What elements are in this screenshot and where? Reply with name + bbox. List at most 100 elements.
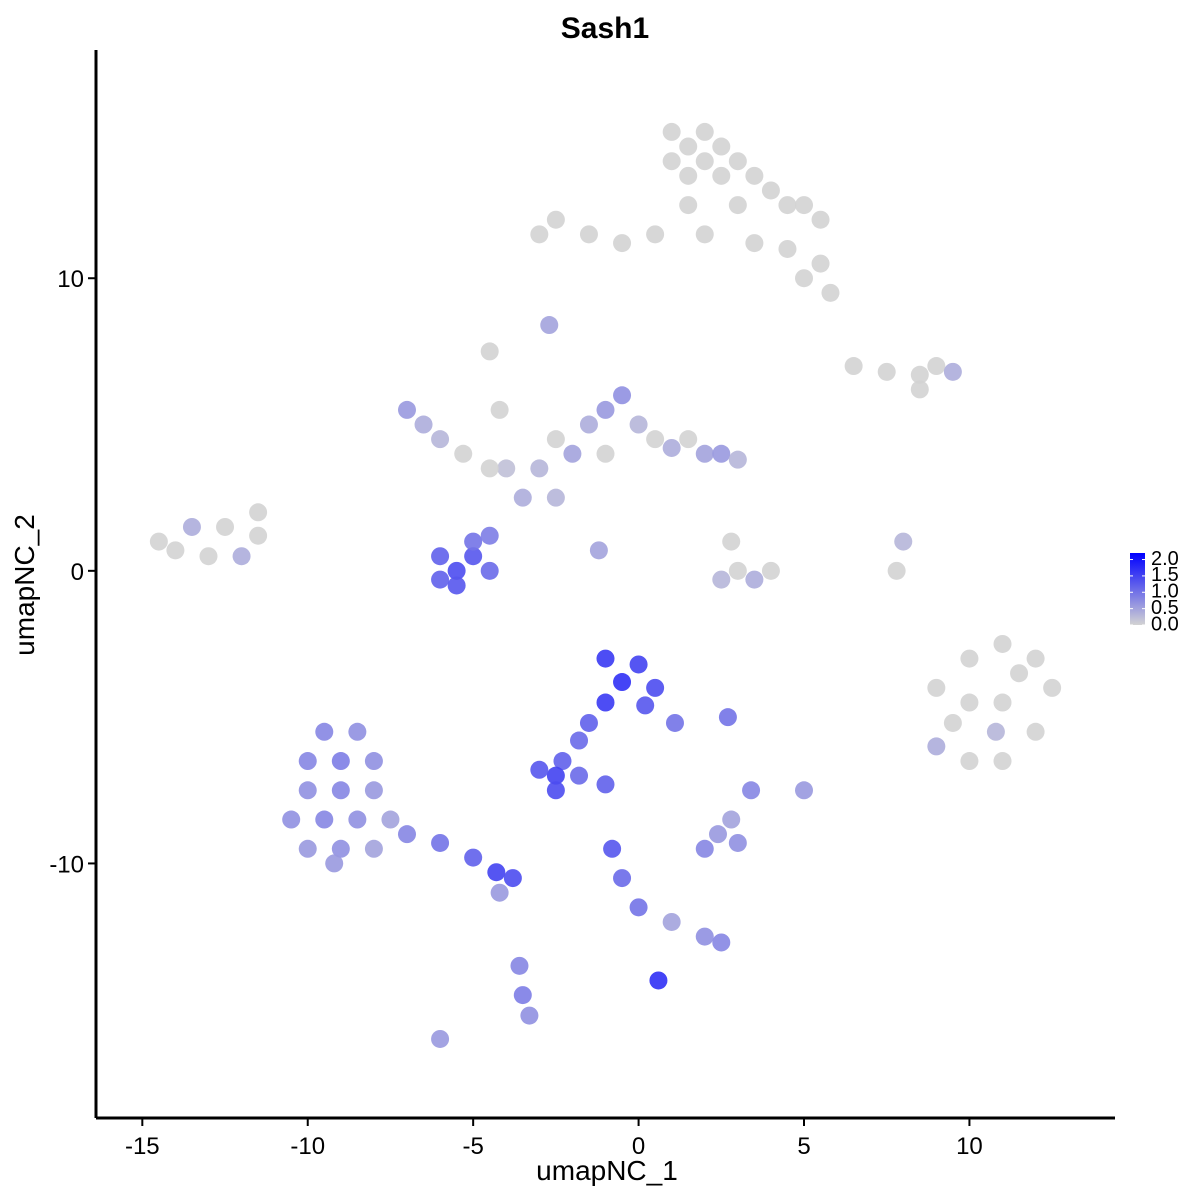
cell-point — [613, 386, 632, 405]
cell-point — [728, 561, 747, 580]
cell-point — [364, 839, 383, 858]
cell-point — [993, 634, 1012, 653]
cell-point — [649, 971, 668, 990]
cell-point — [553, 752, 572, 771]
cell-point — [579, 415, 598, 434]
cell-point — [629, 655, 648, 674]
cell-point — [596, 444, 615, 463]
cell-point — [397, 825, 416, 844]
cell-point — [695, 927, 714, 946]
cell-point — [695, 444, 714, 463]
cell-point — [431, 1029, 450, 1048]
chart-title: Sash1 — [561, 12, 649, 45]
cell-point — [679, 196, 698, 215]
cell-point — [708, 825, 727, 844]
cell-point — [199, 547, 218, 566]
cell-point — [166, 541, 185, 560]
cell-point — [480, 459, 499, 478]
cell-point — [718, 708, 737, 727]
cell-point — [520, 1006, 539, 1025]
cell-point — [431, 833, 450, 852]
cell-point — [563, 444, 582, 463]
cell-point — [695, 839, 714, 858]
cell-point — [960, 693, 979, 712]
colorbar — [1130, 553, 1145, 625]
cell-point — [249, 526, 268, 545]
cell-point — [298, 839, 317, 858]
cell-point — [513, 986, 532, 1005]
cell-point — [513, 488, 532, 507]
cell-point — [662, 438, 681, 457]
cell-point — [629, 415, 648, 434]
y-axis-title: umapNC_2 — [9, 514, 40, 656]
cell-point — [232, 547, 251, 566]
cell-point — [530, 225, 549, 244]
x-tick-label: -5 — [462, 1133, 483, 1160]
cell-point — [910, 365, 929, 384]
cell-point — [960, 649, 979, 668]
cell-point — [795, 196, 814, 215]
x-tick-label: 5 — [797, 1133, 810, 1160]
cell-point — [679, 137, 698, 156]
cell-point — [364, 781, 383, 800]
cell-point — [464, 547, 483, 566]
cell-point — [613, 234, 632, 253]
cell-point — [712, 933, 731, 952]
cell-point — [695, 152, 714, 171]
cell-point — [447, 561, 466, 580]
cell-point — [927, 678, 946, 697]
cell-point — [993, 693, 1012, 712]
cell-point — [960, 752, 979, 771]
x-axis-title: umapNC_1 — [536, 1155, 678, 1186]
cell-point — [596, 775, 615, 794]
cell-point — [728, 450, 747, 469]
cell-point — [149, 532, 168, 551]
cell-point — [596, 693, 615, 712]
cell-point — [480, 342, 499, 361]
cell-point — [530, 760, 549, 779]
cell-point — [579, 225, 598, 244]
cell-point — [728, 152, 747, 171]
cell-point — [331, 839, 350, 858]
cell-point — [298, 781, 317, 800]
cell-point — [497, 459, 516, 478]
cell-point — [662, 122, 681, 141]
cell-point — [182, 517, 201, 536]
cell-point — [331, 781, 350, 800]
cell-point — [431, 570, 450, 589]
cell-point — [540, 316, 559, 335]
cell-point — [480, 526, 499, 545]
cell-point — [646, 430, 665, 449]
cell-point — [695, 122, 714, 141]
cell-point — [1043, 678, 1062, 697]
cell-point — [282, 810, 301, 829]
cell-point — [570, 766, 589, 785]
cell-point — [364, 752, 383, 771]
cell-point — [510, 956, 529, 975]
cell-point — [613, 673, 632, 692]
cell-point — [613, 869, 632, 888]
cell-point — [887, 561, 906, 580]
cell-point — [712, 137, 731, 156]
colorbar-tick-label: 1.5 — [1151, 564, 1179, 586]
cell-point — [431, 430, 450, 449]
cell-point — [331, 752, 350, 771]
cell-point — [695, 225, 714, 244]
cell-point — [570, 731, 589, 750]
cell-point — [490, 400, 509, 419]
cell-point — [603, 839, 622, 858]
cell-point — [490, 883, 509, 902]
cell-point — [712, 444, 731, 463]
cell-point — [216, 517, 235, 536]
cell-point — [414, 415, 433, 434]
cell-point — [761, 561, 780, 580]
cell-point — [546, 781, 565, 800]
colorbar-tick-label: 1.0 — [1151, 581, 1179, 603]
cell-point — [745, 166, 764, 185]
cell-point — [464, 848, 483, 867]
cell-point — [249, 503, 268, 522]
cell-point — [745, 570, 764, 589]
cell-point — [986, 722, 1005, 741]
